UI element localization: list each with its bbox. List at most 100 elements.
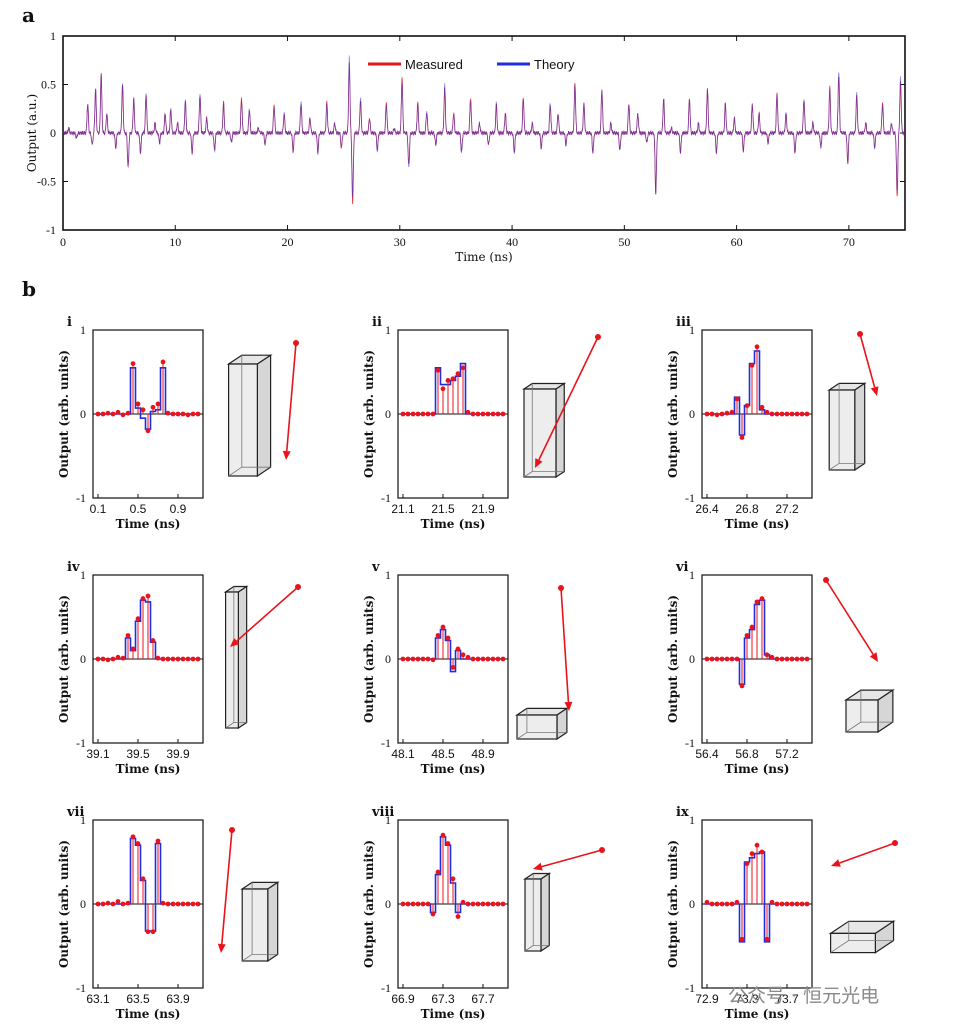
x-tick-label: 0.1 [90,502,107,516]
arrow-shaft [285,342,297,452]
subpanel-label: iv [67,560,80,575]
object-box-3d [827,382,867,472]
subpanel-label: ii [372,315,382,330]
object-box-3d [226,354,273,478]
measured-point [195,411,201,417]
y-tick-label: 0 [80,897,86,911]
measured-point [415,901,421,907]
measured-point [150,929,156,935]
x-tick-label: 70 [843,235,855,249]
x-tick-label: 48.1 [391,747,415,761]
measured-point [115,409,121,415]
arrow-shaft [538,336,599,461]
measured-point [445,378,451,383]
x-tick-label: 63.9 [166,992,190,1006]
measured-point [804,901,810,907]
measured-point [125,410,131,416]
measured-point [425,411,431,417]
object-box-3d [522,382,567,479]
measured-point [445,635,451,641]
x-axis-label: Time (ns) [455,250,512,264]
box-front-face [228,363,259,477]
x-axis-label: Time (ns) [116,762,181,776]
x-axis-label: Time (ns) [116,1007,181,1021]
measured-point [485,656,491,662]
measured-point [500,901,506,907]
measured-point [784,901,790,907]
arrow-shaft [221,829,233,945]
measured-point [170,656,176,662]
measured-point [430,657,436,663]
measured-point [774,656,780,662]
x-tick-label: 60 [731,235,743,249]
measured-point [140,596,146,601]
measured-point [195,656,201,662]
box-side-face [540,872,550,953]
measured-point [450,665,456,670]
y-axis-label: Output (arb. units) [362,350,376,478]
measured-point [709,656,715,662]
y-tick-label: 0 [50,126,56,140]
y-tick-label: -0.5 [37,175,56,189]
measured-point [779,411,785,417]
measured-point [714,901,720,907]
measured-point [759,596,765,601]
measured-point [764,936,770,942]
trajectory-arrow [230,584,301,647]
measured-point [744,403,750,408]
measured-point [485,901,491,907]
x-tick-label: 21.9 [471,502,495,516]
subpanel-label: viii [371,805,394,820]
watermark: 公众号 · 恒元光电 [728,985,879,1007]
measured-point [165,656,171,662]
measured-point [450,376,456,382]
x-tick-label: 72.9 [695,992,719,1006]
x-tick-label: 67.3 [431,992,455,1006]
measured-point [704,656,710,662]
measured-point [744,861,750,867]
measured-point [724,656,730,662]
measured-point [749,851,755,856]
x-tick-label: 56.8 [735,747,759,761]
x-tick-label: 48.9 [471,747,495,761]
measured-point [410,411,416,417]
subpanel-label: vii [66,805,84,820]
measured-point [140,876,146,882]
measured-point [405,656,411,662]
arrow-head [869,652,878,662]
measured-point [729,409,735,415]
y-axis-label: Output (arb. units) [362,595,376,723]
measured-point [105,410,111,416]
x-axis-label: Time (ns) [421,1007,486,1021]
measured-point [500,411,506,417]
panel-a-letter: a [22,3,35,27]
measured-point [799,656,805,662]
arrow-head [564,701,573,711]
measured-point [150,638,156,643]
measured-point [400,656,406,662]
measured-point [120,655,126,661]
panel-b-letter: b [22,277,36,301]
trajectory-arrow [558,585,573,711]
y-axis-label: Output (arb. units) [57,840,71,968]
x-tick-label: 39.1 [86,747,110,761]
x-tick-label: 10 [169,235,181,249]
measured-point [430,411,436,417]
measured-point [420,411,426,417]
y-tick-label: 0 [385,897,391,911]
measured-point [185,412,191,418]
y-tick-label: 0 [80,652,86,666]
measured-point [130,834,136,840]
arrow-head [831,859,841,867]
measured-point [170,411,176,417]
measured-point [440,386,446,392]
x-tick-label: 20 [282,235,294,249]
measured-point [135,401,141,407]
measured-point [480,656,486,662]
measured-point [729,901,735,907]
measured-point [465,654,471,660]
measured-point [190,656,196,662]
x-axis-label: Time (ns) [725,517,790,531]
measured-point [739,936,745,942]
